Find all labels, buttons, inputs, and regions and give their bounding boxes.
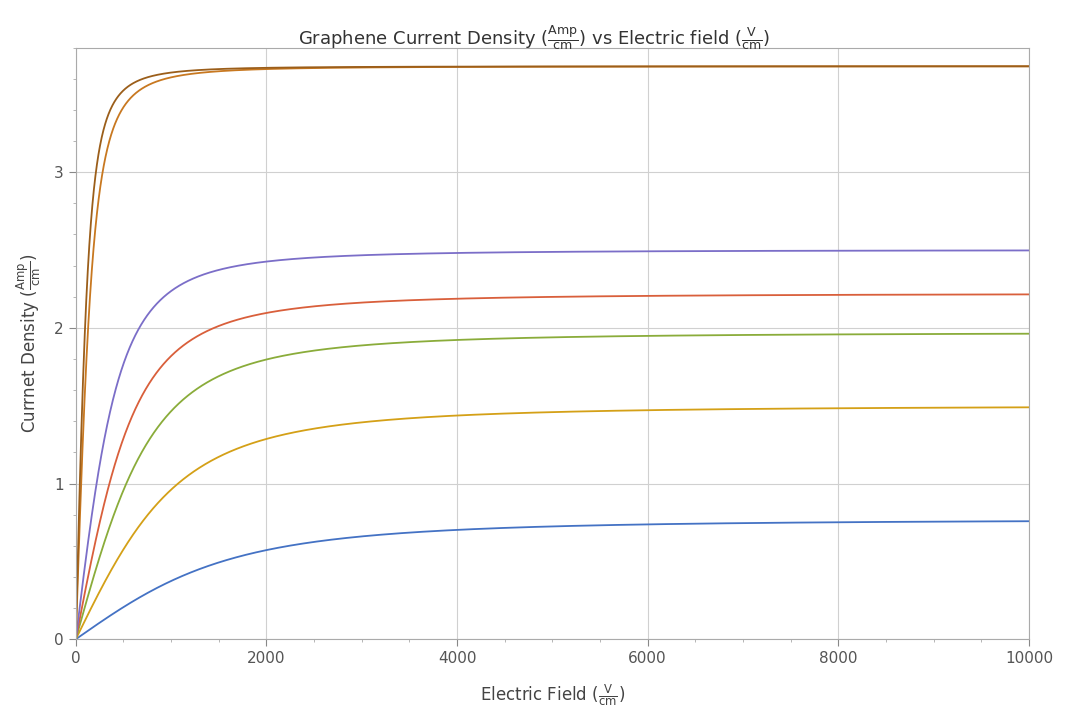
Y-axis label: Currnet Density ($\frac{\mathrm{Amp}}{\mathrm{cm}}$): Currnet Density ($\frac{\mathrm{Amp}}{\m… <box>15 254 43 433</box>
Text: Graphene Current Density ($\frac{\mathrm{Amp}}{\mathrm{cm}}$) vs Electric field : Graphene Current Density ($\frac{\mathrm… <box>298 24 770 52</box>
X-axis label: Electric Field ($\frac{\mathrm{V}}{\mathrm{cm}}$): Electric Field ($\frac{\mathrm{V}}{\math… <box>480 683 625 708</box>
